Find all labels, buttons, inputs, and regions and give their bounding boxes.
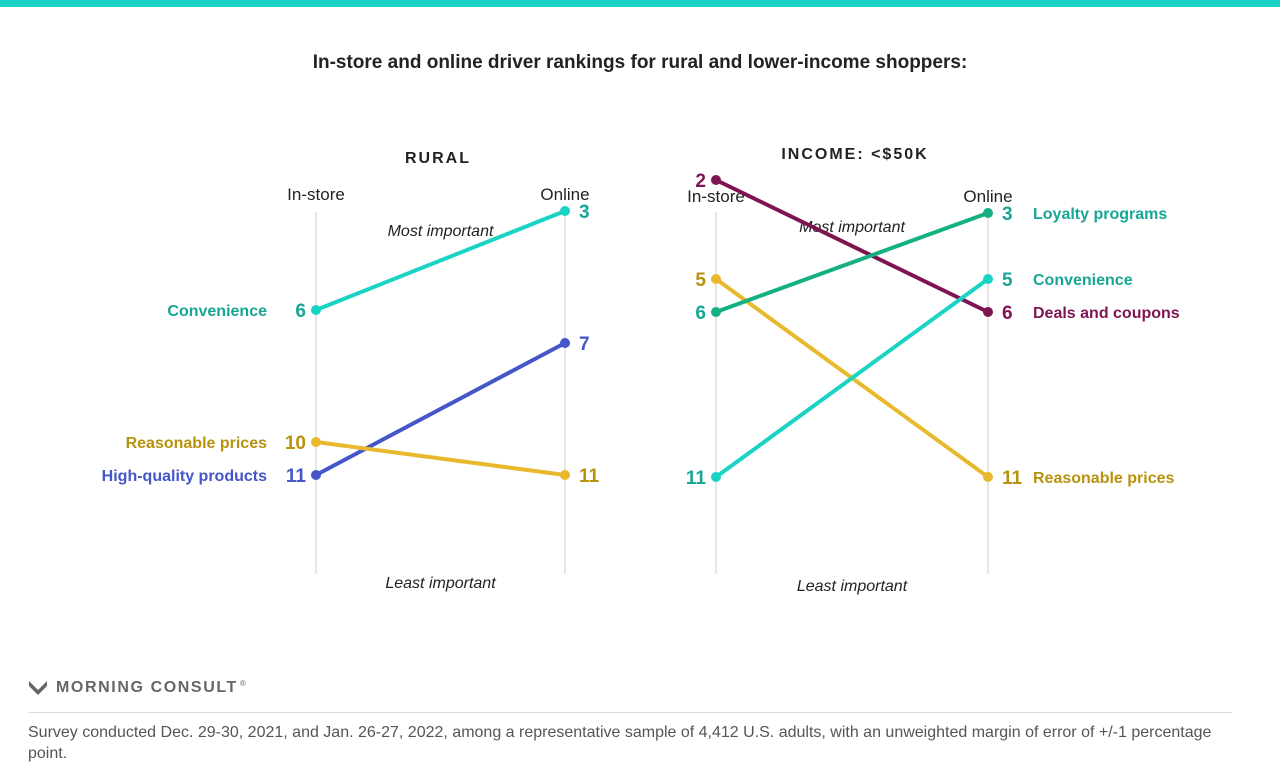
chart2-point-instore-deals-and-coupons xyxy=(711,175,721,185)
top-accent-bar xyxy=(0,0,1280,7)
chart2-point-online-deals-and-coupons xyxy=(983,307,993,317)
chart1-line-convenience xyxy=(314,209,567,312)
chart1-rank-online-convenience: 3 xyxy=(579,202,590,223)
chart1-series-label-high-quality-products: High-quality products xyxy=(102,468,267,485)
chart1-series-label-reasonable-prices: Reasonable prices xyxy=(126,435,268,452)
chart2-point-online-reasonable-prices xyxy=(983,472,993,482)
chart2-line-loyalty-programs xyxy=(714,211,990,314)
chart2-line-deals-and-coupons xyxy=(714,178,990,314)
survey-footnote: Survey conducted Dec. 29-30, 2021, and J… xyxy=(28,724,1212,762)
brand-name: MORNING CONSULT xyxy=(56,679,238,696)
chart1-point-online-convenience xyxy=(560,206,570,216)
chart1-point-online-reasonable-prices xyxy=(560,470,570,480)
chart1-line-high-quality-products xyxy=(314,341,567,477)
brand-logo: MORNING CONSULT ® xyxy=(28,678,246,698)
chart2-column-label-instore: In-store xyxy=(687,187,745,206)
footer-divider xyxy=(28,712,1232,713)
chart1-rank-instore-reasonable-prices: 10 xyxy=(285,433,306,454)
chart2-rank-online-reasonable-prices: 11 xyxy=(1002,468,1023,489)
chart-title: In-store and online driver rankings for … xyxy=(312,52,968,73)
chart1-point-instore-reasonable-prices xyxy=(311,437,321,447)
chart1-least-important-label: Least important xyxy=(385,575,496,592)
chart1-series-label-convenience: Convenience xyxy=(167,303,267,320)
chart2-line-convenience xyxy=(714,277,990,479)
chart2-rank-instore-reasonable-prices: 5 xyxy=(695,270,706,291)
chart2-point-online-loyalty-programs xyxy=(983,208,993,218)
chart1-point-instore-convenience xyxy=(311,305,321,315)
chart1-column-label-online: Online xyxy=(540,185,589,204)
chart2-column-label-online: Online xyxy=(963,187,1012,206)
chart1-point-online-high-quality-products xyxy=(560,338,570,348)
chart2-rank-online-convenience: 5 xyxy=(1002,270,1013,291)
chart2-rank-online-deals-and-coupons: 6 xyxy=(1002,303,1013,324)
chart1-most-important-label: Most important xyxy=(388,223,494,240)
slope-charts: RURAL In-store Online Most important Least i… xyxy=(102,146,1180,595)
morning-consult-chevron-icon xyxy=(29,681,47,695)
chart1-point-instore-high-quality-products xyxy=(311,470,321,480)
chart2-rank-instore-convenience: 11 xyxy=(686,468,707,489)
chart2-panel-title: INCOME: <$50K xyxy=(781,146,928,163)
chart2-point-online-convenience xyxy=(983,274,993,284)
chart2-point-instore-loyalty-programs xyxy=(711,307,721,317)
chart2-rank-online-loyalty-programs: 3 xyxy=(1002,204,1013,225)
chart2-rank-instore-deals-and-coupons: 2 xyxy=(695,171,706,192)
chart2-series-label-loyalty-programs: Loyalty programs xyxy=(1033,206,1167,223)
brand-trademark: ® xyxy=(239,678,246,688)
chart2-rank-instore-loyalty-programs: 6 xyxy=(695,303,706,324)
chart2-series-label-reasonable-prices: Reasonable prices xyxy=(1033,470,1175,487)
chart1-rank-online-reasonable-prices: 11 xyxy=(579,466,600,487)
chart1-rank-instore-high-quality-products: 11 xyxy=(286,466,307,487)
chart1-rank-instore-convenience: 6 xyxy=(295,301,306,322)
chart2-point-instore-convenience xyxy=(711,472,721,482)
chart2-series-label-deals-and-coupons: Deals and coupons xyxy=(1033,305,1180,322)
chart1-line-reasonable-prices xyxy=(314,440,567,477)
chart2-point-instore-reasonable-prices xyxy=(711,274,721,284)
chart1-column-label-instore: In-store xyxy=(287,185,345,204)
chart1-rank-online-high-quality-products: 7 xyxy=(579,334,590,355)
chart2-series-label-convenience: Convenience xyxy=(1033,272,1133,289)
chart1-panel-title: RURAL xyxy=(405,150,471,167)
chart2-least-important-label: Least important xyxy=(797,578,908,595)
